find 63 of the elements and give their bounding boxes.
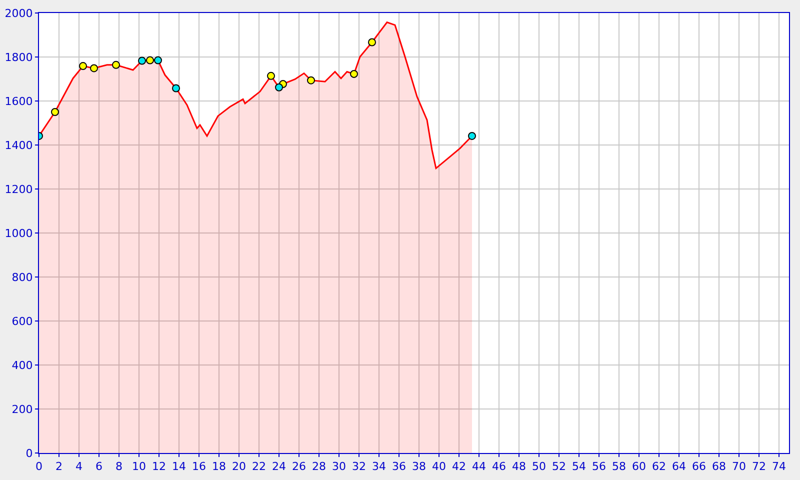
x-tick-label: 56 (592, 460, 606, 474)
x-tick-label: 62 (652, 460, 666, 474)
x-tick-label: 8 (116, 460, 122, 474)
x-tick-label: 28 (312, 460, 326, 474)
x-tick-label: 6 (96, 460, 102, 474)
x-tick-label: 14 (172, 460, 186, 474)
x-tick-label: 66 (692, 460, 706, 474)
point (275, 83, 283, 92)
x-tick-label: 20 (232, 460, 246, 474)
x-tick-label: 0 (36, 460, 42, 474)
x-tick-label: 72 (752, 460, 766, 474)
point (350, 70, 358, 78)
x-tick-label: 60 (632, 460, 646, 474)
y-tick-label: 1800 (4, 50, 33, 64)
x-tick-label: 64 (672, 460, 686, 474)
x-tick-label: 10 (132, 460, 146, 474)
x-tick-label: 44 (472, 460, 486, 474)
point (468, 132, 476, 140)
x-tick-label: 52 (552, 460, 566, 474)
y-tick-label: 400 (12, 358, 33, 372)
x-tick-label: 42 (452, 460, 466, 474)
y-tick-label: 1000 (4, 226, 33, 240)
x-tick-label: 46 (492, 460, 506, 474)
point (368, 38, 376, 46)
point (90, 64, 98, 72)
point (138, 56, 146, 65)
x-tick-label: 70 (732, 460, 746, 474)
point (146, 56, 154, 64)
point (112, 60, 120, 69)
x-tick-label: 24 (272, 460, 286, 474)
y-tick-label: 600 (12, 314, 33, 328)
x-tick-label: 26 (292, 460, 306, 474)
x-tick-label: 38 (412, 460, 426, 474)
x-tick-label: 74 (772, 460, 786, 474)
x-tick-label: 2 (56, 460, 62, 474)
x-tick-label: 18 (212, 460, 226, 474)
x-tick-label: 40 (432, 460, 446, 474)
x-tick-label: 4 (76, 460, 82, 474)
point (172, 84, 180, 92)
y-tick-label: 0 (26, 446, 33, 460)
point (79, 62, 87, 70)
x-tick-label: 50 (532, 460, 546, 474)
y-tick-label: 200 (12, 402, 33, 416)
x-tick-label: 58 (612, 460, 626, 474)
x-tick-label: 54 (572, 460, 586, 474)
x-tick-label: 16 (192, 460, 206, 474)
y-tick-label: 1400 (4, 138, 33, 152)
y-tick-label: 1600 (4, 94, 33, 108)
x-tick-label: 32 (352, 460, 366, 474)
point (307, 76, 315, 84)
x-tick-label: 48 (512, 460, 526, 474)
x-tick-label: 34 (372, 460, 386, 474)
y-tick-label: 2000 (4, 6, 33, 20)
x-tick-label: 30 (332, 460, 346, 474)
point (51, 108, 59, 116)
point (267, 72, 275, 80)
point (154, 56, 162, 64)
x-tick-label: 22 (252, 460, 266, 474)
x-tick-label: 36 (392, 460, 406, 474)
y-tick-label: 800 (12, 270, 33, 284)
y-tick-label: 1200 (4, 182, 33, 196)
x-tick-label: 12 (152, 460, 166, 474)
x-tick-label: 68 (712, 460, 726, 474)
